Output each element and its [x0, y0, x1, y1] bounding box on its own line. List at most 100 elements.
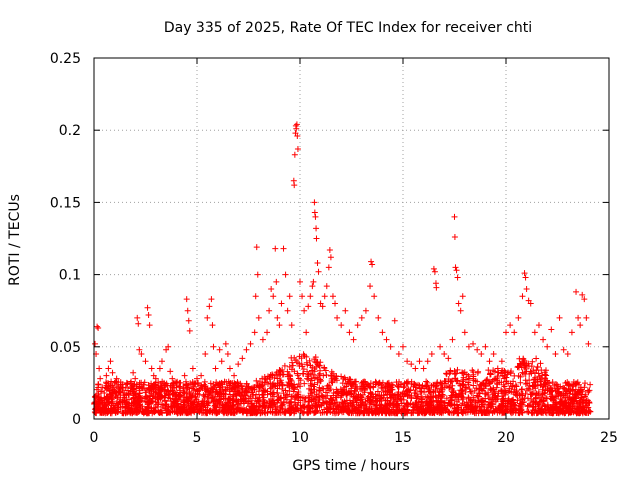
background-point: [354, 394, 361, 401]
background-point: [384, 401, 391, 408]
background-point: [482, 409, 489, 416]
background-point: [376, 405, 383, 412]
background-point: [277, 377, 284, 384]
background-point: [300, 366, 307, 373]
data-point: [259, 336, 266, 343]
background-point: [245, 395, 252, 402]
background-point: [254, 395, 261, 402]
background-point: [400, 404, 407, 411]
data-point: [470, 340, 477, 347]
background-point: [461, 369, 468, 376]
background-point: [522, 381, 529, 388]
data-point: [307, 293, 314, 300]
background-point: [443, 395, 450, 402]
background-point: [155, 386, 162, 393]
background-point: [113, 408, 120, 415]
background-point: [237, 400, 244, 407]
background-point: [352, 406, 359, 413]
background-point: [380, 394, 387, 401]
background-point: [354, 383, 361, 390]
background-point: [312, 354, 319, 361]
background-point: [277, 368, 284, 375]
background-point: [224, 404, 231, 411]
chart-title: Day 335 of 2025, Rate Of TEC Index for r…: [164, 20, 532, 36]
data-point: [239, 355, 246, 362]
data-point: [552, 351, 559, 358]
background-point: [292, 408, 299, 415]
background-point: [523, 387, 530, 394]
data-point: [177, 379, 184, 386]
background-point: [164, 409, 171, 416]
data-point: [95, 325, 102, 332]
background-point: [295, 375, 302, 382]
background-point: [259, 391, 266, 398]
background-point: [374, 397, 381, 404]
data-point: [301, 307, 308, 314]
data-point: [461, 329, 468, 336]
background-point: [557, 396, 564, 403]
background-point: [119, 403, 126, 410]
background-point: [472, 404, 479, 411]
data-point: [216, 346, 223, 353]
data-point: [310, 278, 317, 285]
background-point: [235, 398, 242, 405]
background-point: [363, 404, 370, 411]
background-point: [524, 408, 531, 415]
background-point: [442, 406, 449, 413]
background-point: [137, 398, 144, 405]
background-point: [455, 405, 462, 412]
background-point: [535, 370, 542, 377]
data-point: [391, 317, 398, 324]
data-point: [194, 375, 200, 382]
background-point: [548, 393, 555, 400]
data-point: [311, 199, 318, 206]
background-point: [432, 383, 439, 390]
background-point: [533, 399, 540, 406]
background-point: [274, 385, 281, 392]
background-point: [217, 380, 224, 387]
data-point: [309, 283, 316, 290]
background-point: [463, 384, 470, 391]
background-point: [248, 385, 255, 392]
data-point: [354, 322, 361, 329]
background-point: [191, 399, 198, 406]
data-point: [486, 358, 493, 365]
y-tick-label: 0.2: [59, 123, 81, 139]
data-point: [455, 300, 462, 307]
background-point: [423, 407, 430, 414]
background-point: [367, 384, 374, 391]
background-point: [502, 402, 509, 409]
background-point: [243, 406, 250, 413]
background-point: [149, 393, 156, 400]
background-point: [451, 368, 458, 375]
background-point: [391, 399, 398, 406]
background-point: [214, 391, 221, 398]
background-point: [235, 390, 242, 397]
background-point: [292, 357, 299, 364]
data-point: [433, 284, 440, 291]
background-point: [564, 379, 571, 386]
data-point: [128, 378, 135, 385]
background-point: [316, 394, 323, 401]
background-point: [193, 403, 200, 410]
background-point: [346, 388, 353, 395]
background-point: [417, 388, 424, 395]
background-point: [187, 406, 194, 413]
data-point: [144, 304, 151, 311]
background-point: [260, 394, 267, 401]
background-point: [484, 376, 491, 383]
background-point: [288, 409, 295, 416]
data-point: [522, 274, 529, 281]
background-point: [366, 406, 373, 413]
data-point: [451, 213, 458, 220]
background-point: [408, 394, 415, 401]
background-point: [507, 408, 514, 415]
background-point: [307, 370, 314, 377]
background-point: [391, 408, 398, 415]
background-point: [338, 407, 345, 414]
background-point: [495, 369, 502, 376]
background-point: [437, 397, 444, 404]
data-point: [573, 288, 580, 295]
background-point: [311, 365, 318, 372]
background-point: [582, 399, 589, 406]
